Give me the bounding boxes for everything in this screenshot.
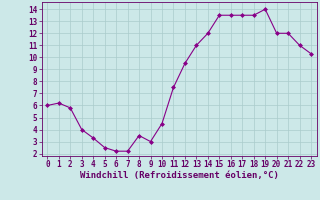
X-axis label: Windchill (Refroidissement éolien,°C): Windchill (Refroidissement éolien,°C) [80,171,279,180]
